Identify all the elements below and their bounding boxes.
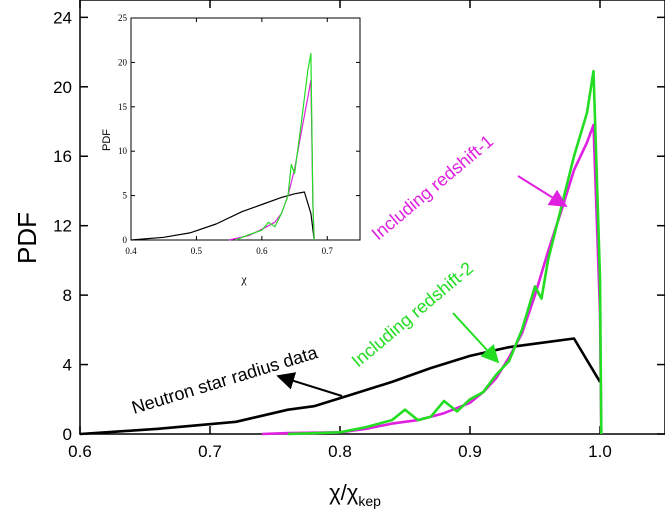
- inset-x-axis-label: χ: [240, 272, 247, 286]
- inset-y-axis-label: PDF: [101, 129, 113, 151]
- annotation-arrow-redshift-1: [517, 175, 568, 207]
- main-y-tick-label: 16: [53, 147, 72, 166]
- inset-y-tick-label: 0: [123, 235, 128, 245]
- main-y-tick-label: 8: [63, 286, 72, 305]
- main-y-tick-label: 4: [63, 356, 72, 375]
- main-y-tick-label: 0: [63, 425, 72, 444]
- main-y-axis-label: PDF: [12, 212, 42, 264]
- inset-series: [130, 52, 315, 241]
- main-x-axis-label: χ/χkep: [329, 480, 381, 509]
- annotation-arrow-neutron-star: [276, 372, 343, 397]
- main-x-tick-label: 0.9: [458, 442, 482, 461]
- main-series: [79, 69, 603, 436]
- inset-series-neutron-star-radius-data: [130, 191, 315, 241]
- main-ticks: 0.6 0.7 0.8 0.9 1.0 0 4 8 12 16 20 24: [53, 0, 665, 461]
- main-series-including-redshift-2: [287, 69, 603, 436]
- main-y-tick-label: 20: [53, 78, 72, 97]
- inset-plot-frame: [130, 17, 361, 241]
- inset-x-tick-label: 0.6: [256, 246, 268, 256]
- annotation-redshift-1: Including redshift-1: [368, 131, 497, 244]
- main-y-tick-label: 24: [53, 8, 72, 27]
- main-x-tick-label: 0.6: [68, 442, 92, 461]
- inset-y-tick-label: 10: [118, 146, 128, 156]
- inset-y-tick-label: 5: [123, 191, 128, 201]
- inset-ticks: 0.4 0.5 0.6 0.7 0 5 10 15 20 25: [118, 13, 360, 256]
- inset-y-tick-label: 20: [118, 57, 128, 67]
- inset-x-tick-label: 0.7: [322, 246, 334, 256]
- main-y-tick-label: 12: [53, 217, 72, 236]
- inset-y-tick-label: 25: [118, 13, 128, 23]
- main-plot-frame: [79, 0, 665, 435]
- main-series-neutron-star-radius-data: [79, 337, 602, 436]
- main-x-tick-label: 0.8: [328, 442, 352, 461]
- inset-x-tick-label: 0.4: [125, 246, 137, 256]
- annotation-redshift-2: Including redshift-2: [348, 258, 477, 371]
- annotation-arrow-redshift-2: [452, 312, 500, 364]
- inset-x-tick-label: 0.5: [191, 246, 203, 256]
- main-x-tick-label: 1.0: [588, 442, 612, 461]
- main-x-tick-label: 0.7: [198, 442, 222, 461]
- inset-series-including-redshift-2: [235, 52, 315, 241]
- inset-y-tick-label: 15: [118, 102, 128, 112]
- inset-background: [131, 18, 360, 240]
